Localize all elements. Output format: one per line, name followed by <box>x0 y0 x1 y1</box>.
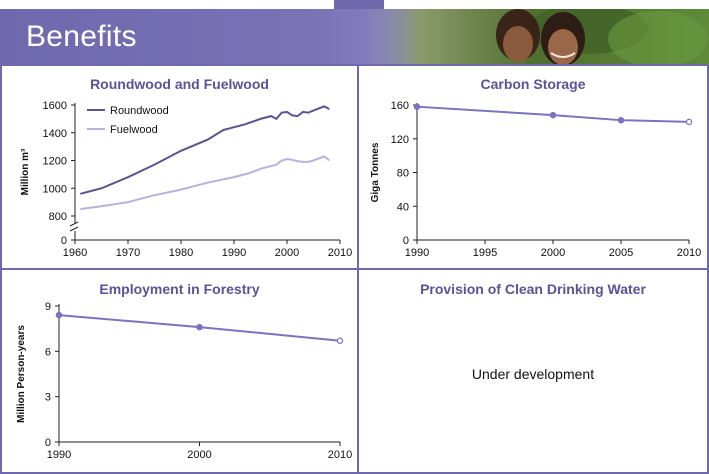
y-tick-label: 1200 <box>43 156 67 168</box>
children-photo <box>358 9 709 66</box>
page-title: Benefits <box>26 20 137 53</box>
y-axis-label: Million m³ <box>20 148 31 195</box>
tab-notch <box>334 0 384 9</box>
series-line-fuelwood <box>80 155 331 211</box>
y-tick-label: 0 <box>403 235 409 247</box>
y-tick-label: 3 <box>45 392 51 404</box>
y-tick-label: 9 <box>45 301 51 313</box>
panel-carbon: Carbon Storage 0 40 80 120 160 1990 1995 2000 20… <box>357 64 709 270</box>
x-tick-label: 2010 <box>677 247 701 259</box>
panel-employment: Employment in Forestry 0 3 6 9 1990 2000 2010 M… <box>0 268 359 474</box>
y-tick-label: 1000 <box>43 183 67 195</box>
x-tick-label: 1995 <box>473 247 497 259</box>
y-tick-label: 6 <box>45 346 51 358</box>
x-tick-label: 1990 <box>47 449 71 461</box>
y-tick-label: 0 <box>61 235 67 247</box>
panel-roundwood: Roundwood and Fuelwood 0 800 1000 1200 1400 1… <box>0 64 359 270</box>
x-tick-label: 2000 <box>187 449 211 461</box>
x-tick-label: 2000 <box>275 247 299 259</box>
x-tick-label: 2000 <box>541 247 565 259</box>
header-banner: Benefits <box>0 0 709 66</box>
data-point <box>196 323 203 331</box>
data-point <box>55 311 63 319</box>
x-tick-label: 1990 <box>222 247 246 259</box>
x-tick-label: 1960 <box>63 247 87 259</box>
y-tick-label: 40 <box>397 201 409 213</box>
axis-break-gap <box>69 223 81 231</box>
data-point <box>336 337 344 345</box>
legend-label-fuelwood: Fuelwood <box>110 124 158 136</box>
y-tick-label: 800 <box>49 211 67 223</box>
x-tick-label: 2010 <box>328 449 352 461</box>
status-text: Under development <box>471 366 595 382</box>
series-line-roundwood <box>80 105 330 195</box>
data-point <box>685 118 693 126</box>
chart-title-carbon: Carbon Storage <box>480 76 586 92</box>
panel-water: Provision of Clean Drinking Water Under … <box>357 268 709 474</box>
y-tick-label: 80 <box>397 168 409 180</box>
chart-title-roundwood: Roundwood and Fuelwood <box>90 76 269 92</box>
y-axis-label: Million Person-years <box>16 325 27 423</box>
data-point <box>617 116 625 124</box>
series-line-carbon <box>416 105 690 123</box>
axis-break-mark <box>69 221 79 227</box>
chart-title-water: Provision of Clean Drinking Water <box>420 281 646 297</box>
x-tick-label: 2005 <box>609 247 633 259</box>
axis-break-mark <box>69 226 79 232</box>
legend-label-roundwood: Roundwood <box>110 105 169 117</box>
y-axis-label: Giga Tonnes <box>370 142 381 202</box>
y-tick-label: 160 <box>391 100 409 112</box>
x-tick-label: 2010 <box>328 247 352 259</box>
x-tick-label: 1970 <box>116 247 140 259</box>
data-point <box>549 111 557 119</box>
x-tick-label: 1990 <box>405 247 429 259</box>
y-tick-label: 120 <box>391 134 409 146</box>
y-tick-label: 1600 <box>43 100 67 112</box>
y-tick-label: 0 <box>45 437 51 449</box>
y-tick-label: 1400 <box>43 128 67 140</box>
chart-carbon: 0 40 80 120 160 1990 1995 2000 2005 2010 Giga Tonn… <box>370 100 701 259</box>
chart-title-employment: Employment in Forestry <box>99 281 260 297</box>
chart-employment: 0 3 6 9 1990 2000 2010 Million Person-years <box>16 301 352 461</box>
data-point <box>413 103 421 110</box>
x-tick-label: 1980 <box>169 247 193 259</box>
chart-roundwood: 0 800 1000 1200 1400 1600 1960 1970 1980 1990 2000… <box>20 100 352 259</box>
